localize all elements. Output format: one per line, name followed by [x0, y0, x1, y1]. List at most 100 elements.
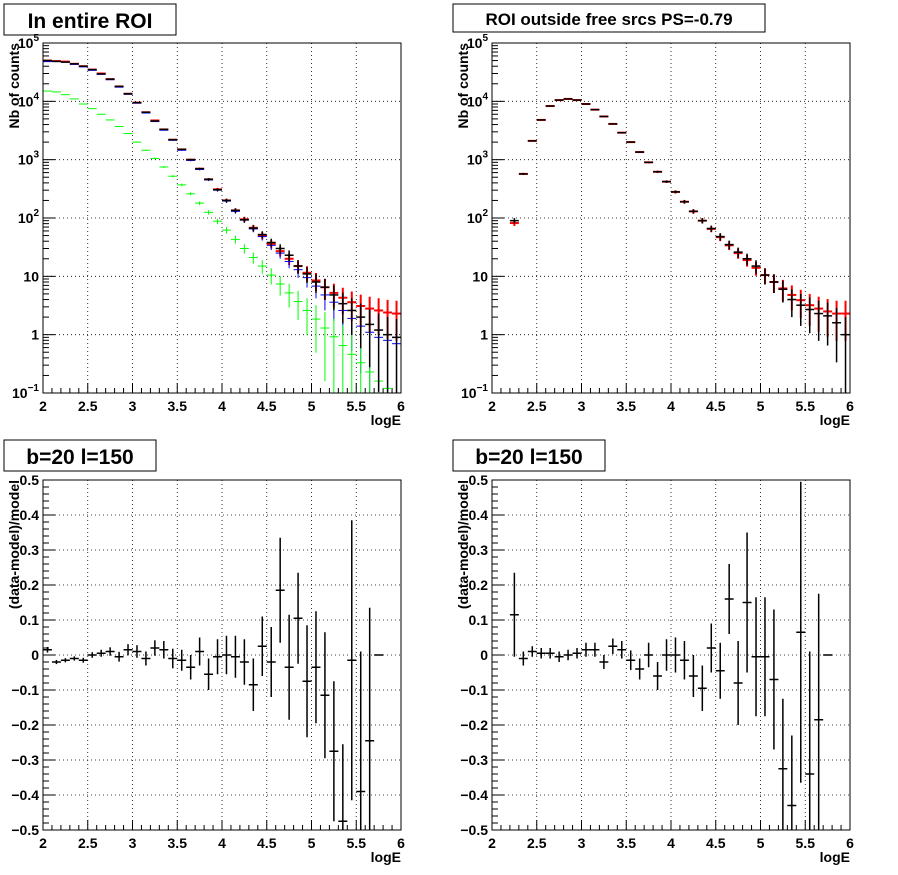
data-point — [239, 639, 249, 685]
data-point — [239, 244, 249, 254]
y-tick-label: 0.4 — [469, 507, 489, 523]
data-point — [311, 305, 321, 353]
data-point — [275, 244, 285, 254]
title-box-0 — [3, 3, 177, 36]
panel-2: b=20 l=150 2 2.5 3 3.5 4 4.5 5 5.5 6 −0.5 −0.4 −0.3… — [3, 439, 405, 865]
data-point — [311, 611, 321, 724]
data-point — [518, 651, 528, 666]
data-point — [159, 166, 169, 168]
x-tick-label: 2.5 — [527, 398, 547, 414]
data-point — [159, 128, 169, 131]
data-point — [204, 210, 214, 215]
data-point — [787, 289, 797, 318]
x-tick-label: 4.5 — [706, 398, 726, 414]
y-tick-label: −0.5 — [460, 822, 488, 838]
data-point — [168, 648, 178, 669]
data-point — [787, 735, 797, 830]
data-point — [751, 597, 761, 717]
data-point — [644, 642, 654, 668]
data-point — [222, 198, 231, 203]
y-tick-label: 10−1 — [461, 383, 488, 401]
data-point — [293, 290, 303, 321]
data-point — [554, 651, 564, 662]
plot-frame — [42, 42, 402, 394]
data-point — [213, 188, 222, 192]
x-axis-label: logE — [820, 412, 850, 428]
data-point — [257, 260, 267, 274]
y-tick-label: 10 — [472, 268, 488, 284]
y-tick-label: −0.1 — [460, 682, 488, 698]
y-tick-label: 103 — [18, 150, 40, 168]
data-point — [518, 172, 528, 175]
y-tick-label: −0.1 — [11, 682, 39, 698]
data-point — [365, 607, 375, 830]
y-tick-label: −0.3 — [11, 752, 39, 768]
data-point — [599, 655, 609, 669]
data-point — [266, 627, 276, 697]
data-point — [222, 227, 231, 234]
data-point — [338, 744, 348, 830]
data-point — [356, 303, 366, 349]
data-point — [230, 208, 240, 213]
x-tick-label: 5.5 — [347, 398, 367, 414]
y-tick-label: 0.5 — [20, 472, 40, 488]
x-tick-label: 3 — [129, 835, 137, 851]
data-point — [105, 647, 115, 656]
y-tick-label: 0.1 — [469, 612, 489, 628]
data-point — [527, 646, 537, 657]
x-tick-label: 5.5 — [796, 835, 816, 851]
title-1: ROI outside free srcs PS=-0.79 — [485, 10, 732, 29]
title-0: In entire ROI — [28, 10, 153, 33]
plot-3: 2 2.5 3 3.5 4 4.5 5 5.5 6 −0.5 −0.4 −0.3 −0.2 −0.1 0 0.… — [455, 472, 854, 865]
data-point — [778, 698, 788, 830]
plot-0: 2 2.5 3 3.5 4 4.5 5 5.5 610−1110102103104105logE… — [6, 33, 405, 428]
data-point — [635, 658, 645, 680]
data-point — [742, 253, 752, 266]
data-point — [599, 115, 609, 118]
data-point — [706, 623, 716, 673]
y-axis-label: Nb of counts — [6, 43, 22, 129]
data-point — [662, 639, 671, 671]
y-tick-label: 0.5 — [469, 472, 489, 488]
data-point — [213, 218, 222, 225]
y-tick-label: 102 — [18, 208, 40, 226]
data-point — [347, 331, 357, 393]
data-point — [338, 325, 348, 393]
data-point — [284, 283, 294, 308]
plot-frame — [42, 479, 402, 831]
y-tick-label: 0.3 — [469, 542, 489, 558]
data-point — [688, 209, 698, 214]
data-point — [626, 650, 636, 671]
plot-2: 2 2.5 3 3.5 4 4.5 5 5.5 6 −0.5 −0.4 −0.3 −0.2 −0.1 0 0.… — [6, 472, 405, 865]
data-point — [374, 313, 384, 392]
x-tick-label: 2 — [39, 398, 47, 414]
x-axis-label: logE — [820, 849, 850, 865]
data-point — [248, 658, 258, 711]
x-tick-label: 3 — [578, 398, 586, 414]
data-point — [545, 105, 555, 107]
x-tick-label: 5 — [308, 835, 316, 851]
data-point — [320, 278, 330, 300]
data-point — [43, 646, 52, 653]
data-point — [123, 644, 133, 656]
data-point — [141, 111, 151, 113]
data-point — [590, 642, 600, 657]
data-point — [60, 658, 70, 663]
data-point — [823, 302, 833, 346]
data-point — [275, 276, 285, 296]
data-point — [796, 481, 806, 783]
y-tick-label: −0.2 — [460, 717, 488, 733]
data-point — [213, 639, 222, 675]
y-tick-label: 1 — [480, 327, 488, 343]
x-tick-label: 3.5 — [168, 398, 188, 414]
data-point — [509, 572, 519, 657]
data-point — [275, 537, 285, 643]
data-point — [141, 149, 151, 151]
data-point — [222, 635, 231, 675]
data-point — [293, 260, 303, 274]
x-tick-label: 2 — [488, 398, 496, 414]
x-tick-label: 3.5 — [617, 835, 637, 851]
title-3: b=20 l=150 — [475, 446, 582, 469]
data-point — [814, 300, 824, 341]
data-point — [751, 260, 761, 274]
